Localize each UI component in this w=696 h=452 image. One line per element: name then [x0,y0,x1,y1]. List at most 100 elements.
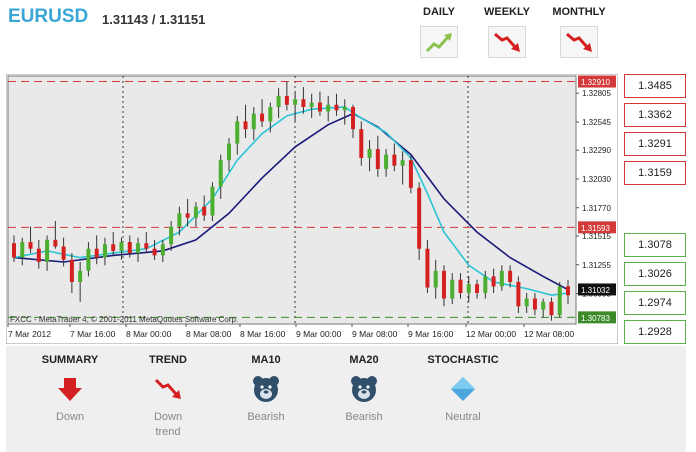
candle [152,239,157,260]
candle [284,81,289,111]
downtrend-arrow-icon [153,374,183,404]
bid-ask-quote: 1.31143 / 1.31151 [102,12,206,27]
candlestick-chart: 1.32910 1.31593 1.30783 1.32805 1.32545 1.322… [5,73,619,345]
candle [53,221,58,249]
candle [251,107,256,141]
candle [260,99,265,127]
y-tick-label: 1.32545 [582,118,611,127]
candle [400,151,405,185]
chart-copyright: FXCC - MetaTrader 4, © 2001-2011 MetaQuo… [10,315,238,324]
candle [12,235,16,262]
symbol-title: EURUSD [8,6,89,27]
down-arrow-icon [55,374,85,404]
x-tick-label: 7 Mar 2012 [8,329,51,339]
indicator-value: Bearish [345,411,383,423]
candle [301,87,306,114]
candle [202,195,207,222]
resistance-level: 1.3159 [624,161,686,185]
candle [557,281,562,318]
timeframe-monthly: MONTHLY [544,6,614,58]
candle [78,262,83,302]
neutral-diamond-icon [448,374,478,404]
candle [226,138,231,172]
support-level: 1.3026 [624,262,686,286]
candle [210,182,215,222]
level-tag-label: 1.30783 [581,314,610,323]
level-tag-label: 1.31593 [581,224,610,233]
candle [334,93,339,116]
candle [475,279,480,299]
level-tag [578,75,616,88]
y-tick-label: 1.32030 [582,175,611,184]
support-level: 1.3078 [624,233,686,257]
candle [483,270,488,299]
resistance-level: 1.3485 [624,74,686,98]
indicator-title: MA20 [349,354,379,366]
candle [102,237,107,266]
current-price-tag [578,283,616,296]
candle [119,237,124,260]
candle [293,91,298,122]
x-tick-label: 8 Mar 16:00 [240,329,286,339]
y-tick-label: 1.31255 [582,261,611,270]
candle [177,206,182,236]
indicator-panel: SUMMARY Down TREND Down trend MA10 Bearish MA2… [6,346,686,452]
candle [549,297,554,321]
candle [309,93,314,119]
y-tick-label: 1.31770 [582,204,611,213]
indicator-title: TREND [149,354,187,366]
candle [69,253,74,293]
candle [384,149,389,177]
candle [359,121,364,166]
uptrend-arrow-icon [420,26,458,58]
level-tag [578,221,616,234]
candle [169,221,174,251]
candle [532,293,537,316]
candle [276,88,281,119]
x-tick-label: 12 Mar 00:00 [466,329,516,339]
candle [491,268,496,293]
x-tick-label: 8 Mar 00:00 [126,329,172,339]
candle [466,276,471,302]
candle [392,143,397,172]
price-chart: 1.32910 1.31593 1.30783 1.32805 1.32545 1.322… [5,73,619,345]
candle [160,239,165,262]
candle [566,279,570,305]
indicator-value: Bearish [247,411,285,423]
candle [317,91,322,116]
candle [45,235,50,271]
candle [441,265,446,307]
indicator-value: Down [55,411,85,423]
indicator-stochastic: STOCHASTIC Neutral [418,354,508,425]
candle [351,104,356,138]
candle [136,237,141,262]
x-tick-label: 8 Mar 08:00 [186,329,232,339]
y-tick-label: 1.31515 [582,232,611,241]
indicator-title: SUMMARY [41,354,99,366]
x-tick-label: 9 Mar 16:00 [408,329,454,339]
candle [36,239,41,269]
timeframe-label: WEEKLY [483,6,531,18]
candle [326,95,331,122]
candle [367,140,372,172]
candle [524,293,529,313]
downtrend-arrow-icon [560,26,598,58]
support-level: 1.2974 [624,291,686,315]
candle [61,237,66,267]
timeframe-label: DAILY [423,6,455,18]
candle [144,232,149,254]
candle [408,154,413,194]
bear-icon [349,374,379,404]
candle [127,235,132,258]
y-tick-label: 1.32805 [582,89,611,98]
candle [28,226,33,254]
candle [516,276,521,313]
candle [86,242,91,277]
candle [268,102,273,133]
candle [425,239,430,293]
indicator-summary: SUMMARY Down [25,354,115,425]
candle [94,235,99,265]
level-tag [578,311,616,324]
candle [450,273,455,305]
candle [375,135,380,177]
